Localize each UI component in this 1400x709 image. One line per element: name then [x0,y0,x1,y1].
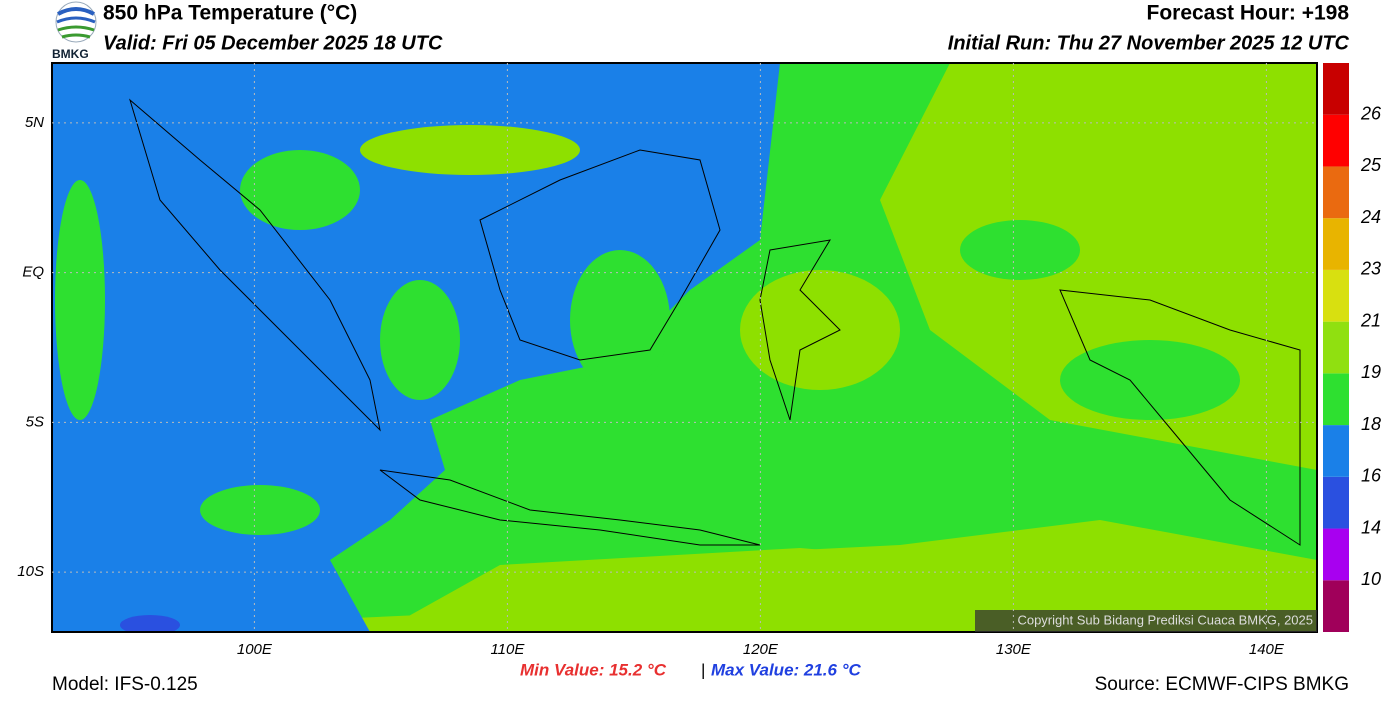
lon-tick-label: 130E [996,641,1032,658]
colorbar-label: 16 [1361,466,1382,486]
colorbar-box [1323,528,1349,581]
colorbar-label: 24 [1360,207,1381,227]
lat-tick-label: 5N [25,114,44,131]
colorbar-label: 23 [1360,259,1381,279]
logo-text: BMKG [52,47,89,61]
colorbar-label: 18 [1361,414,1381,434]
copyright-box [975,610,1317,632]
forecast-hour: Forecast Hour: +198 [1147,2,1350,25]
colorbar-box [1323,425,1349,477]
lon-tick-label: 120E [743,641,779,658]
lon-tick-label: 100E [237,641,273,658]
colorbar-box [1323,218,1349,270]
colorbar-label: 19 [1361,362,1381,382]
lon-tick-label: 110E [490,641,525,658]
model: Model: IFS-0.125 [52,674,198,695]
colorbar-box [1323,269,1349,322]
plot-frame [51,62,1318,633]
copyright: Copyright Sub Bidang Prediksi Cuaca BMKG… [1017,612,1313,627]
colorbar-box [1323,63,1349,115]
initial-run: Initial Run: Thu 27 November 2025 12 UTC [948,32,1350,54]
lat-tick-label: EQ [22,264,44,281]
colorbar-label: 26 [1360,103,1382,123]
temperature-field [52,63,1317,632]
colorbar-label: 10 [1361,569,1381,589]
colorbar-label: 14 [1361,517,1381,537]
lat-tick-label: 10S [17,563,44,580]
colorbar-box [1323,580,1349,632]
logo [55,1,97,43]
valid-time: Valid: Fri 05 December 2025 18 UTC [103,32,443,54]
colorbar-box [1323,321,1349,374]
colorbar-box [1323,476,1349,529]
min-value: Min Value: 15.2 °C [520,660,667,679]
lon-tick-label: 140E [1249,641,1285,658]
stats-separator: | [701,660,705,679]
colorbar-label: 21 [1360,310,1381,330]
colorbar-label: 25 [1360,155,1382,175]
title: 850 hPa Temperature (°C) [103,2,357,25]
colorbar-box [1323,373,1349,426]
source: Source: ECMWF-CIPS BMKG [1095,674,1349,695]
max-value: Max Value: 21.6 °C [711,660,862,679]
colorbar-box [1323,166,1349,219]
colorbar-box [1323,114,1349,167]
lat-tick-label: 5S [26,413,44,430]
